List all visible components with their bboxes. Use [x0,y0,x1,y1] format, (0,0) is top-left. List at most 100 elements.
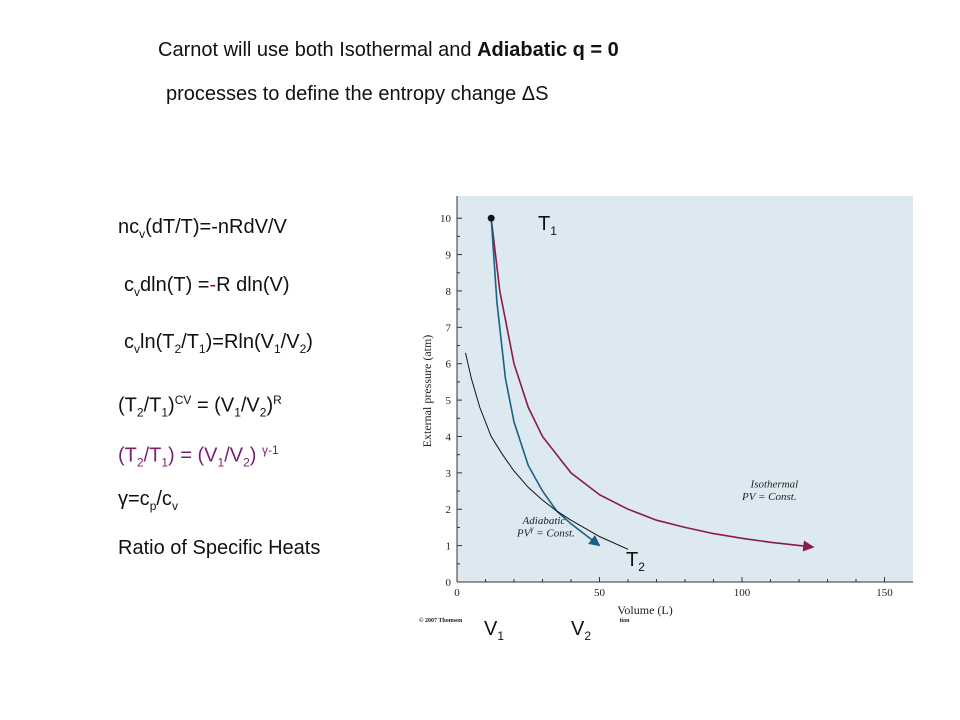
eq6-part-a: γ=c [118,488,150,510]
ratio-label: Ratio of Specific Heats [118,537,321,559]
eq3-sub-e: 2 [299,342,307,356]
label-V2-text: V [571,618,585,640]
eq4-sub-b: 1 [161,405,169,420]
eq4-sub-a: 2 [136,405,144,420]
label-T1-text: T [538,213,551,235]
eq2-red-dash: - [209,274,217,296]
adiabatic-const: = Const. [533,528,574,540]
eq3-part-a: c [124,331,134,353]
eq2-sub-a: v [134,285,140,299]
equation-5: (T2/T1) = (V1/V2) γ-1 [118,438,279,475]
x-tick-label-100: 100 [734,587,751,599]
adiabatic-pv: PV [516,528,532,540]
eq4-part-f: ) [266,394,274,417]
y-tick-label-10: 10 [440,213,452,225]
eq5-part-e: ) [249,444,262,467]
x-axis-label: Volume (L) [617,603,672,617]
label-V1-text: V [484,618,498,640]
label-V2-sub: 2 [584,629,592,643]
heading-line-2-suffix: S [535,83,549,105]
label-T2: T2 [626,548,645,579]
copyright-tail-text: tion [619,618,630,624]
eq4-part-e: /V [240,394,260,417]
eq1-sub-a: v [139,227,146,241]
adiabatic-annotation: Adiabatic [522,515,566,527]
equation-1: ncv(dT/T)=-nRdV/V [118,215,287,246]
equation-3: cvln(T2/T1)=Rln(V1/V2) [124,330,313,361]
x-tick-label-50: 50 [594,587,606,599]
label-V2: V2 [571,617,591,648]
adiabatic-gamma: γ [530,525,534,534]
eq4-part-a: (T [118,394,137,417]
y-tick-label-4: 4 [446,431,452,443]
y-tick-label-1: 1 [446,541,452,553]
heading-line-2-text: processes to define the entropy change [166,83,522,105]
y-tick-label-2: 2 [446,504,452,516]
eq1-part-b: (dT/T)=-nRdV/V [145,216,287,238]
y-tick-label-8: 8 [446,286,452,298]
label-T2-text: T [626,549,639,571]
eq5-part-c: ) = (V [168,444,218,467]
eq4-part-b: /T [143,394,162,417]
y-axis-label: External pressure (atm) [420,335,434,448]
eq5-sub-c: 1 [217,455,225,470]
eq3-sub-a: v [134,342,140,356]
heading-line-1-text: Carnot will use both Isothermal and [158,39,478,61]
eq2-part-b: dln(T) = [140,274,210,296]
curve-reference [465,352,629,550]
equation-2: cvdln(T) =-R dln(V) [124,273,290,304]
eq5-part-d: /V [224,444,244,467]
delta-symbol: Δ [521,83,536,105]
eq6-sub-b: v [171,499,178,513]
y-tick-label-6: 6 [446,359,452,371]
heading-line-2: processes to define the entropy change Δ… [166,82,549,106]
y-tick-label-3: 3 [446,468,452,480]
x-tick-label-150: 150 [876,587,893,599]
eq3-sub-c: 1 [198,342,206,356]
eq5-part-b: /T [143,444,162,467]
eq5-sub-d: 2 [243,455,250,470]
eq3-part-b: ln(T [140,331,175,353]
plot-background [457,196,913,582]
label-T1-sub: 1 [550,224,557,238]
label-V1-sub: 1 [497,629,505,643]
y-tick-label-7: 7 [446,322,452,334]
heading-line-1: Carnot will use both Isothermal and Adia… [158,38,619,62]
eq3-part-c: /T [181,331,199,353]
eq4-sup-c: CV [174,393,192,407]
curve-adiabatic [490,218,601,547]
y-tick-label-5: 5 [446,395,452,407]
label-T2-sub: 2 [638,560,645,574]
x-tick-label-0: 0 [454,587,460,599]
eq3-sub-b: 2 [174,342,182,356]
eq3-part-e: /V [280,331,300,353]
isothermal-equation: PV = Const. [741,491,797,503]
eq6-sub-a: p [149,499,157,513]
eq5-sub-b: 1 [161,455,169,470]
label-T1: T1 [538,212,557,243]
eq4-part-c: ) [168,394,175,417]
eq3-part-d: )=Rln(V [205,331,274,353]
eq2-part-c: R dln(V) [216,274,290,296]
eq3-sub-d: 1 [273,342,281,356]
eq2-part-a: c [124,274,134,296]
curves [465,214,815,552]
y-tick-label-9: 9 [446,250,452,262]
equation-4: (T2/T1)CV = (V1/V2)R [118,388,282,425]
eq5-sub-a: 2 [136,455,144,470]
label-V1: V1 [484,617,504,648]
equation-6: γ=cp/cv [118,487,178,518]
heading-line-1-bold: Adiabatic q = 0 [477,39,619,61]
eq5-part-a: (T [118,444,137,467]
eq1-part-a: nc [118,216,140,238]
eq4-sub-d: 1 [234,405,241,420]
eq5-sup-e: γ-1 [262,443,279,457]
curve-isothermal [490,218,815,552]
eq4-part-d: = (V [191,394,235,417]
eq4-sub-e: 2 [259,405,267,420]
eq3-part-f: ) [306,331,313,353]
isothermal-annotation: Isothermal [750,478,799,490]
y-tick-label-0: 0 [446,577,452,589]
